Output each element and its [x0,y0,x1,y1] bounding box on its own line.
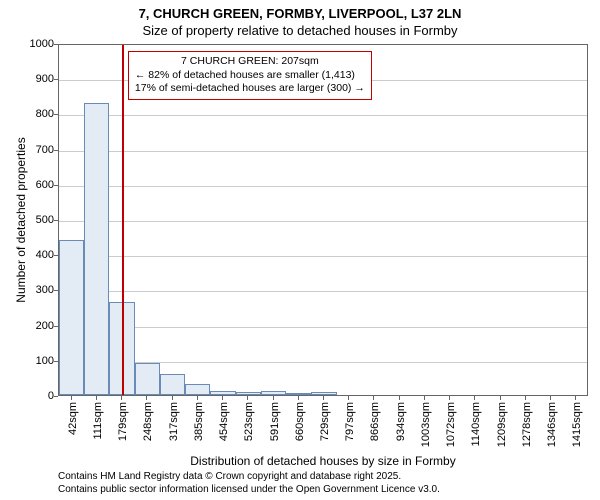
y-tick-label: 900 [14,73,54,85]
y-tick-label: 700 [14,144,54,156]
reference-line [122,45,124,395]
x-tick-label: 523sqm [243,402,255,441]
y-tick-mark [54,396,58,397]
histogram-bar [84,103,109,395]
x-tick-label: 1209sqm [496,402,508,447]
x-tick-mark [525,396,526,400]
y-tick-mark [54,361,58,362]
y-tick-mark [54,44,58,45]
chart-container: 7, CHURCH GREEN, FORMBY, LIVERPOOL, L37 … [0,0,600,500]
gridline [59,327,587,328]
y-tick-label: 400 [14,249,54,261]
histogram-bar [236,392,261,395]
gridline [59,115,587,116]
x-tick-mark [197,396,198,400]
x-tick-label: 591sqm [269,402,281,441]
x-tick-mark [348,396,349,400]
x-tick-mark [121,396,122,400]
x-tick-label: 248sqm [142,402,154,441]
annotation-line: ← 82% of detached houses are smaller (1,… [135,69,365,83]
gridline [59,291,587,292]
x-tick-mark [298,396,299,400]
y-tick-mark [54,220,58,221]
gridline [59,186,587,187]
x-tick-label: 934sqm [395,402,407,441]
x-tick-label: 1140sqm [470,402,482,446]
y-tick-label: 100 [14,355,54,367]
x-tick-mark [273,396,274,400]
x-tick-label: 385sqm [193,402,205,441]
x-tick-mark [172,396,173,400]
x-tick-label: 660sqm [294,402,306,441]
x-tick-label: 729sqm [319,402,331,441]
x-tick-mark [575,396,576,400]
y-tick-label: 200 [14,320,54,332]
x-tick-label: 317sqm [168,402,180,441]
y-tick-label: 1000 [14,38,54,50]
gridline [59,256,587,257]
histogram-bar [261,391,286,395]
annotation-box: 7 CHURCH GREEN: 207sqm← 82% of detached … [128,51,372,100]
x-tick-label: 111sqm [92,402,104,440]
x-tick-mark [71,396,72,400]
y-tick-mark [54,185,58,186]
x-tick-mark [222,396,223,400]
y-tick-label: 500 [14,214,54,226]
footer-line1: Contains HM Land Registry data © Crown c… [58,470,440,483]
x-tick-label: 797sqm [344,402,356,441]
x-tick-mark [96,396,97,400]
x-tick-mark [373,396,374,400]
histogram-bar [185,384,210,395]
y-tick-mark [54,255,58,256]
x-axis-label: Distribution of detached houses by size … [58,454,588,468]
footer-line2: Contains public sector information licen… [58,483,440,496]
x-tick-label: 1003sqm [420,402,432,447]
histogram-bar [311,392,336,395]
x-tick-label: 454sqm [218,402,230,441]
gridline [59,151,587,152]
y-tick-label: 300 [14,284,54,296]
y-tick-mark [54,79,58,80]
y-tick-mark [54,150,58,151]
x-tick-mark [500,396,501,400]
histogram-bar [160,374,185,395]
x-tick-mark [474,396,475,400]
y-tick-label: 0 [14,390,54,402]
x-tick-mark [399,396,400,400]
y-tick-label: 600 [14,179,54,191]
histogram-bar [210,391,235,395]
y-tick-label: 800 [14,108,54,120]
x-tick-label: 42sqm [67,402,79,435]
x-tick-mark [424,396,425,400]
histogram-bar [59,240,84,395]
annotation-line: 7 CHURCH GREEN: 207sqm [135,55,365,69]
x-tick-label: 1415sqm [571,402,583,447]
histogram-bar [135,363,160,395]
footer-text: Contains HM Land Registry data © Crown c… [58,470,440,496]
y-tick-mark [54,290,58,291]
plot-area: 7 CHURCH GREEN: 207sqm← 82% of detached … [58,44,588,396]
x-tick-label: 179sqm [117,402,129,441]
x-tick-mark [146,396,147,400]
chart-title-line1: 7, CHURCH GREEN, FORMBY, LIVERPOOL, L37 … [0,0,600,21]
x-tick-label: 1278sqm [521,402,533,447]
annotation-line: 17% of semi-detached houses are larger (… [135,82,365,96]
x-tick-mark [247,396,248,400]
x-tick-mark [550,396,551,400]
x-tick-mark [449,396,450,400]
x-tick-label: 1346sqm [546,402,558,447]
chart-title-line2: Size of property relative to detached ho… [0,21,600,38]
histogram-bar [286,393,311,395]
x-tick-label: 1072sqm [445,402,457,447]
x-tick-label: 866sqm [369,402,381,441]
y-tick-mark [54,326,58,327]
y-tick-mark [54,114,58,115]
gridline [59,221,587,222]
x-tick-mark [323,396,324,400]
